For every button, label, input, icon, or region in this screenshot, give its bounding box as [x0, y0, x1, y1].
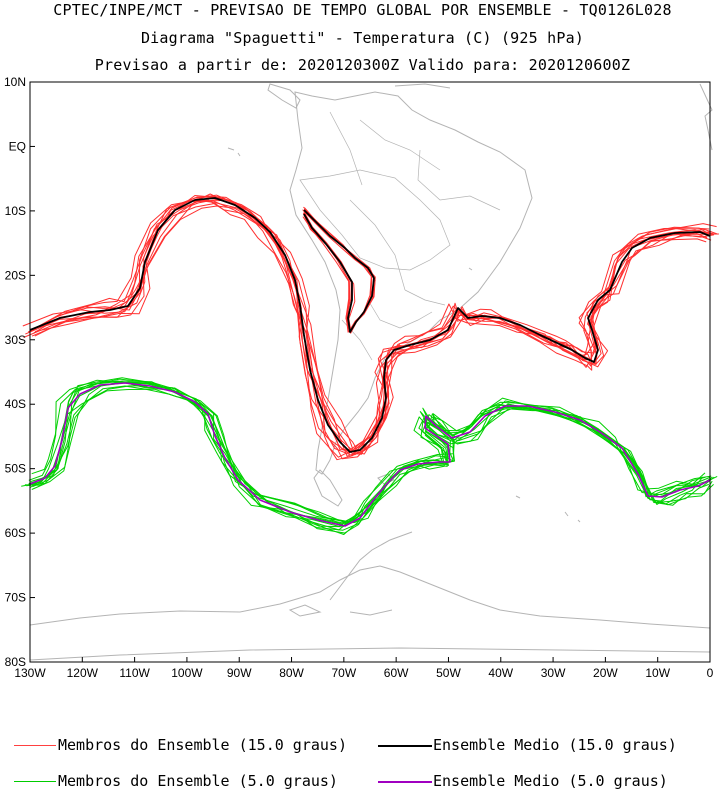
lon-label: 10W — [645, 666, 670, 680]
iso15-member-line — [31, 195, 712, 453]
lon-label: 50W — [436, 666, 461, 680]
lon-label: 0 — [707, 666, 714, 680]
iso15-member-line — [27, 199, 710, 450]
legend-members5-swatch — [14, 781, 56, 782]
legend-mean5-swatch — [378, 781, 432, 783]
ensemble-means — [29, 197, 711, 527]
axis-ticks — [29, 81, 711, 663]
lon-label: 120W — [67, 666, 99, 680]
lon-label: 40W — [488, 666, 513, 680]
iso15-mean-line — [29, 197, 711, 453]
iso15-members — [22, 193, 719, 461]
iso15-mean-loop — [303, 209, 375, 333]
iso15-member-line — [33, 205, 719, 460]
lon-label: 110W — [119, 666, 150, 680]
lon-label: 30W — [541, 666, 566, 680]
iso15-member-line — [23, 200, 707, 455]
lon-label: 20W — [593, 666, 618, 680]
coastlines — [29, 83, 713, 661]
lon-label: 90W — [227, 666, 252, 680]
iso15-member-loop — [303, 206, 373, 333]
lat-label: 80S — [5, 655, 26, 669]
iso15-member-line — [25, 194, 708, 455]
lon-label: 100W — [171, 666, 203, 680]
iso5-member-line — [37, 381, 718, 524]
legend-members5: Membros do Ensemble (5.0 graus) — [58, 772, 338, 790]
iso5-member-line — [30, 385, 713, 534]
lat-label: 50S — [5, 462, 26, 476]
iso15-member-line — [22, 195, 711, 454]
lon-label: 80W — [279, 666, 304, 680]
lat-label: 70S — [5, 591, 26, 605]
lat-label: EQ — [9, 139, 26, 153]
title-line-2: Diagrama "Spaguetti" - Temperatura (C) (… — [140, 29, 585, 47]
title-line-3: Previsao a partir de: 2020120300Z Valido… — [94, 56, 631, 74]
iso15-member-line — [34, 196, 712, 457]
iso15-member-line — [29, 199, 714, 458]
legend-mean15-swatch — [378, 745, 432, 747]
iso15-member-line — [33, 193, 718, 456]
lat-label: 30S — [5, 333, 26, 347]
iso5-mean-line — [29, 382, 711, 527]
legend-mean5: Ensemble Medio (5.0 graus) — [433, 772, 668, 790]
legend-mean15: Ensemble Medio (15.0 graus) — [433, 736, 677, 754]
iso5-members — [21, 377, 718, 535]
map-frame — [29, 81, 711, 663]
iso15-member-line — [34, 199, 715, 456]
title-line-1: CPTEC/INPE/MCT - PREVISAO DE TEMPO GLOBA… — [53, 1, 672, 19]
lon-label: 130W — [14, 666, 46, 680]
lat-label: 60S — [5, 526, 26, 540]
lat-label: 20S — [5, 268, 26, 282]
legend-members15: Membros do Ensemble (15.0 graus) — [58, 736, 347, 754]
lat-label: 40S — [5, 397, 26, 411]
lon-label: 70W — [332, 666, 357, 680]
lat-label: 10N — [4, 75, 26, 89]
lat-label: 10S — [5, 204, 26, 218]
legend-members15-swatch — [14, 745, 56, 746]
lon-label: 60W — [384, 666, 409, 680]
